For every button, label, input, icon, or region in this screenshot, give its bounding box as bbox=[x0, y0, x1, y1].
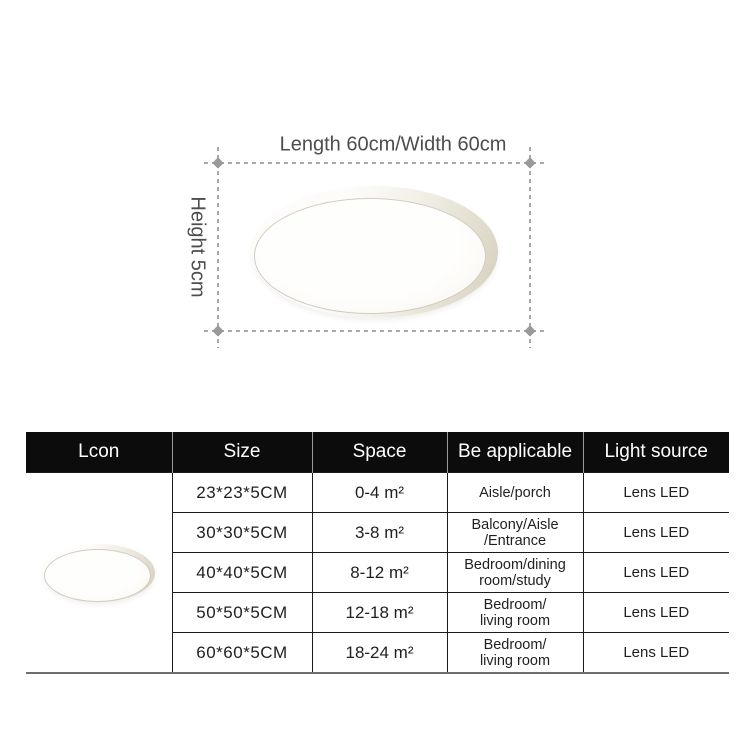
table-row: 50*50*5CM 12-18 m² Bedroom/ living room … bbox=[26, 592, 729, 633]
col-header-light-source: Light source bbox=[582, 432, 729, 473]
table-row: 60*60*5CM 18-24 m² Bedroom/ living room … bbox=[26, 632, 729, 674]
dimension-line-top bbox=[204, 162, 548, 164]
lamp-face bbox=[254, 198, 486, 314]
light-source-cell: Lens LED bbox=[582, 632, 729, 674]
light-source-cell: Lens LED bbox=[582, 552, 729, 593]
col-header-applicable: Be applicable bbox=[446, 432, 583, 473]
ceiling-lamp-image bbox=[252, 186, 498, 318]
light-source-cell: Lens LED bbox=[582, 592, 729, 633]
table-row: 23*23*5CM 0-4 m² Aisle/porch Lens LED bbox=[26, 472, 729, 674]
dimension-line-right bbox=[529, 147, 531, 348]
col-header-icon: Lcon bbox=[26, 432, 172, 473]
corner-marker-top-right-icon bbox=[524, 157, 536, 169]
size-cell: 60*60*5CM bbox=[171, 632, 313, 674]
lamp-face bbox=[43, 548, 151, 602]
space-cell: 3-8 m² bbox=[311, 512, 448, 553]
ceiling-lamp-icon bbox=[42, 543, 155, 602]
product-icon-cell bbox=[26, 472, 173, 674]
size-cell: 30*30*5CM bbox=[171, 512, 313, 553]
applicable-cell: Aisle/porch bbox=[446, 472, 584, 513]
space-cell: 8-12 m² bbox=[311, 552, 448, 593]
applicable-cell: Bedroom/ living room bbox=[446, 632, 584, 674]
spec-table: Lcon Size Space Be applicable Light sour… bbox=[26, 432, 729, 674]
light-source-cell: Lens LED bbox=[582, 472, 729, 513]
size-cell: 40*40*5CM bbox=[171, 552, 313, 593]
col-header-size: Size bbox=[171, 432, 312, 473]
length-dimension-label: Length 60cm/Width 60cm bbox=[279, 133, 507, 156]
dimension-line-left bbox=[217, 147, 219, 348]
light-source-cell: Lens LED bbox=[582, 512, 729, 553]
space-cell: 18-24 m² bbox=[311, 632, 448, 674]
dimension-line-bottom bbox=[204, 330, 548, 332]
height-dimension-label: Height 5cm bbox=[186, 196, 209, 298]
table-row: 40*40*5CM 8-12 m² Bedroom/dining room/st… bbox=[26, 552, 729, 593]
col-header-space: Space bbox=[311, 432, 447, 473]
table-header-row: Lcon Size Space Be applicable Light sour… bbox=[26, 432, 729, 473]
applicable-cell: Bedroom/ living room bbox=[446, 592, 584, 633]
corner-marker-top-left-icon bbox=[212, 157, 224, 169]
applicable-cell: Bedroom/dining room/study bbox=[446, 552, 584, 593]
applicable-cell: Balcony/Aisle /Entrance bbox=[446, 512, 584, 553]
corner-marker-bottom-right-icon bbox=[524, 325, 536, 337]
size-cell: 23*23*5CM bbox=[171, 472, 313, 513]
space-cell: 12-18 m² bbox=[311, 592, 448, 633]
corner-marker-bottom-left-icon bbox=[212, 325, 224, 337]
size-cell: 50*50*5CM bbox=[171, 592, 313, 633]
space-cell: 0-4 m² bbox=[311, 472, 448, 513]
